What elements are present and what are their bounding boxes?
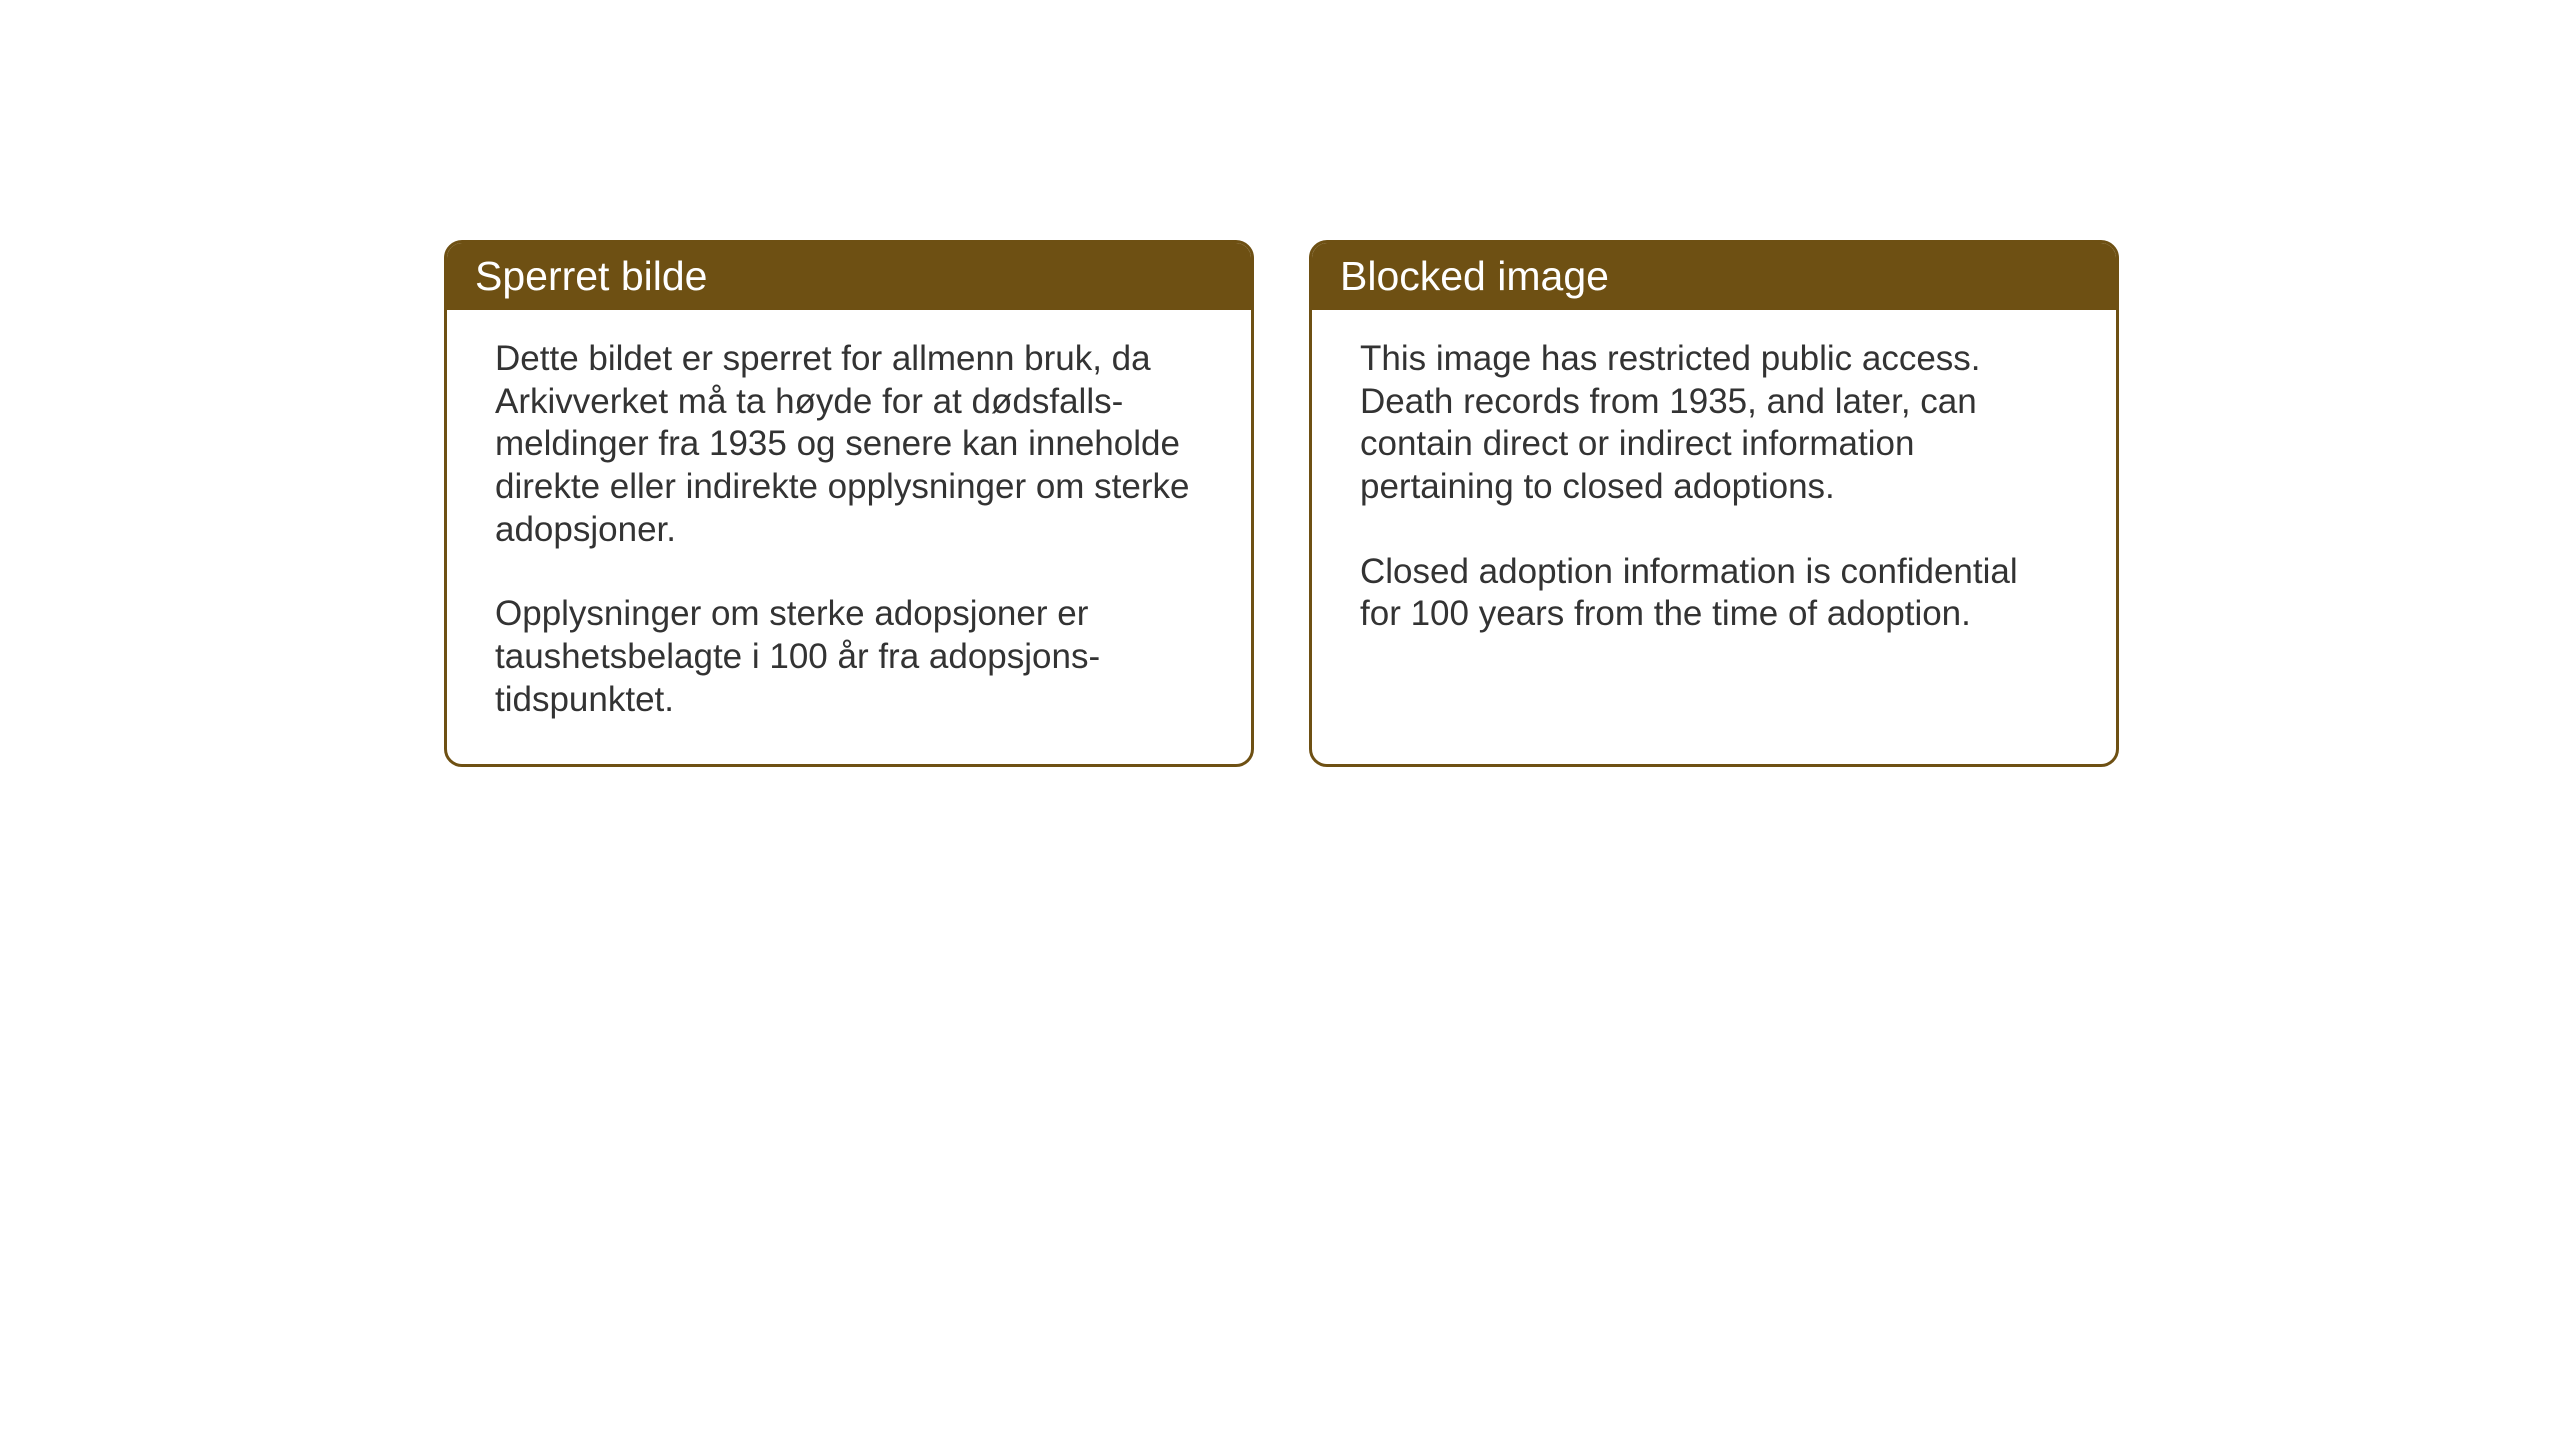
notice-paragraph-english-2: Closed adoption information is confident…	[1360, 551, 2068, 636]
notice-body-norwegian: Dette bildet er sperret for allmenn bruk…	[447, 310, 1251, 764]
notice-header-norwegian: Sperret bilde	[447, 243, 1251, 310]
notice-title-english: Blocked image	[1340, 253, 1609, 299]
notice-box-norwegian: Sperret bilde Dette bildet er sperret fo…	[444, 240, 1254, 767]
notice-paragraph-norwegian-1: Dette bildet er sperret for allmenn bruk…	[495, 338, 1203, 551]
notice-title-norwegian: Sperret bilde	[475, 253, 707, 299]
notice-paragraph-english-1: This image has restricted public access.…	[1360, 338, 2068, 509]
notice-header-english: Blocked image	[1312, 243, 2116, 310]
notice-container: Sperret bilde Dette bildet er sperret fo…	[444, 240, 2119, 767]
notice-paragraph-norwegian-2: Opplysninger om sterke adopsjoner er tau…	[495, 593, 1203, 721]
notice-box-english: Blocked image This image has restricted …	[1309, 240, 2119, 767]
notice-body-english: This image has restricted public access.…	[1312, 310, 2116, 678]
